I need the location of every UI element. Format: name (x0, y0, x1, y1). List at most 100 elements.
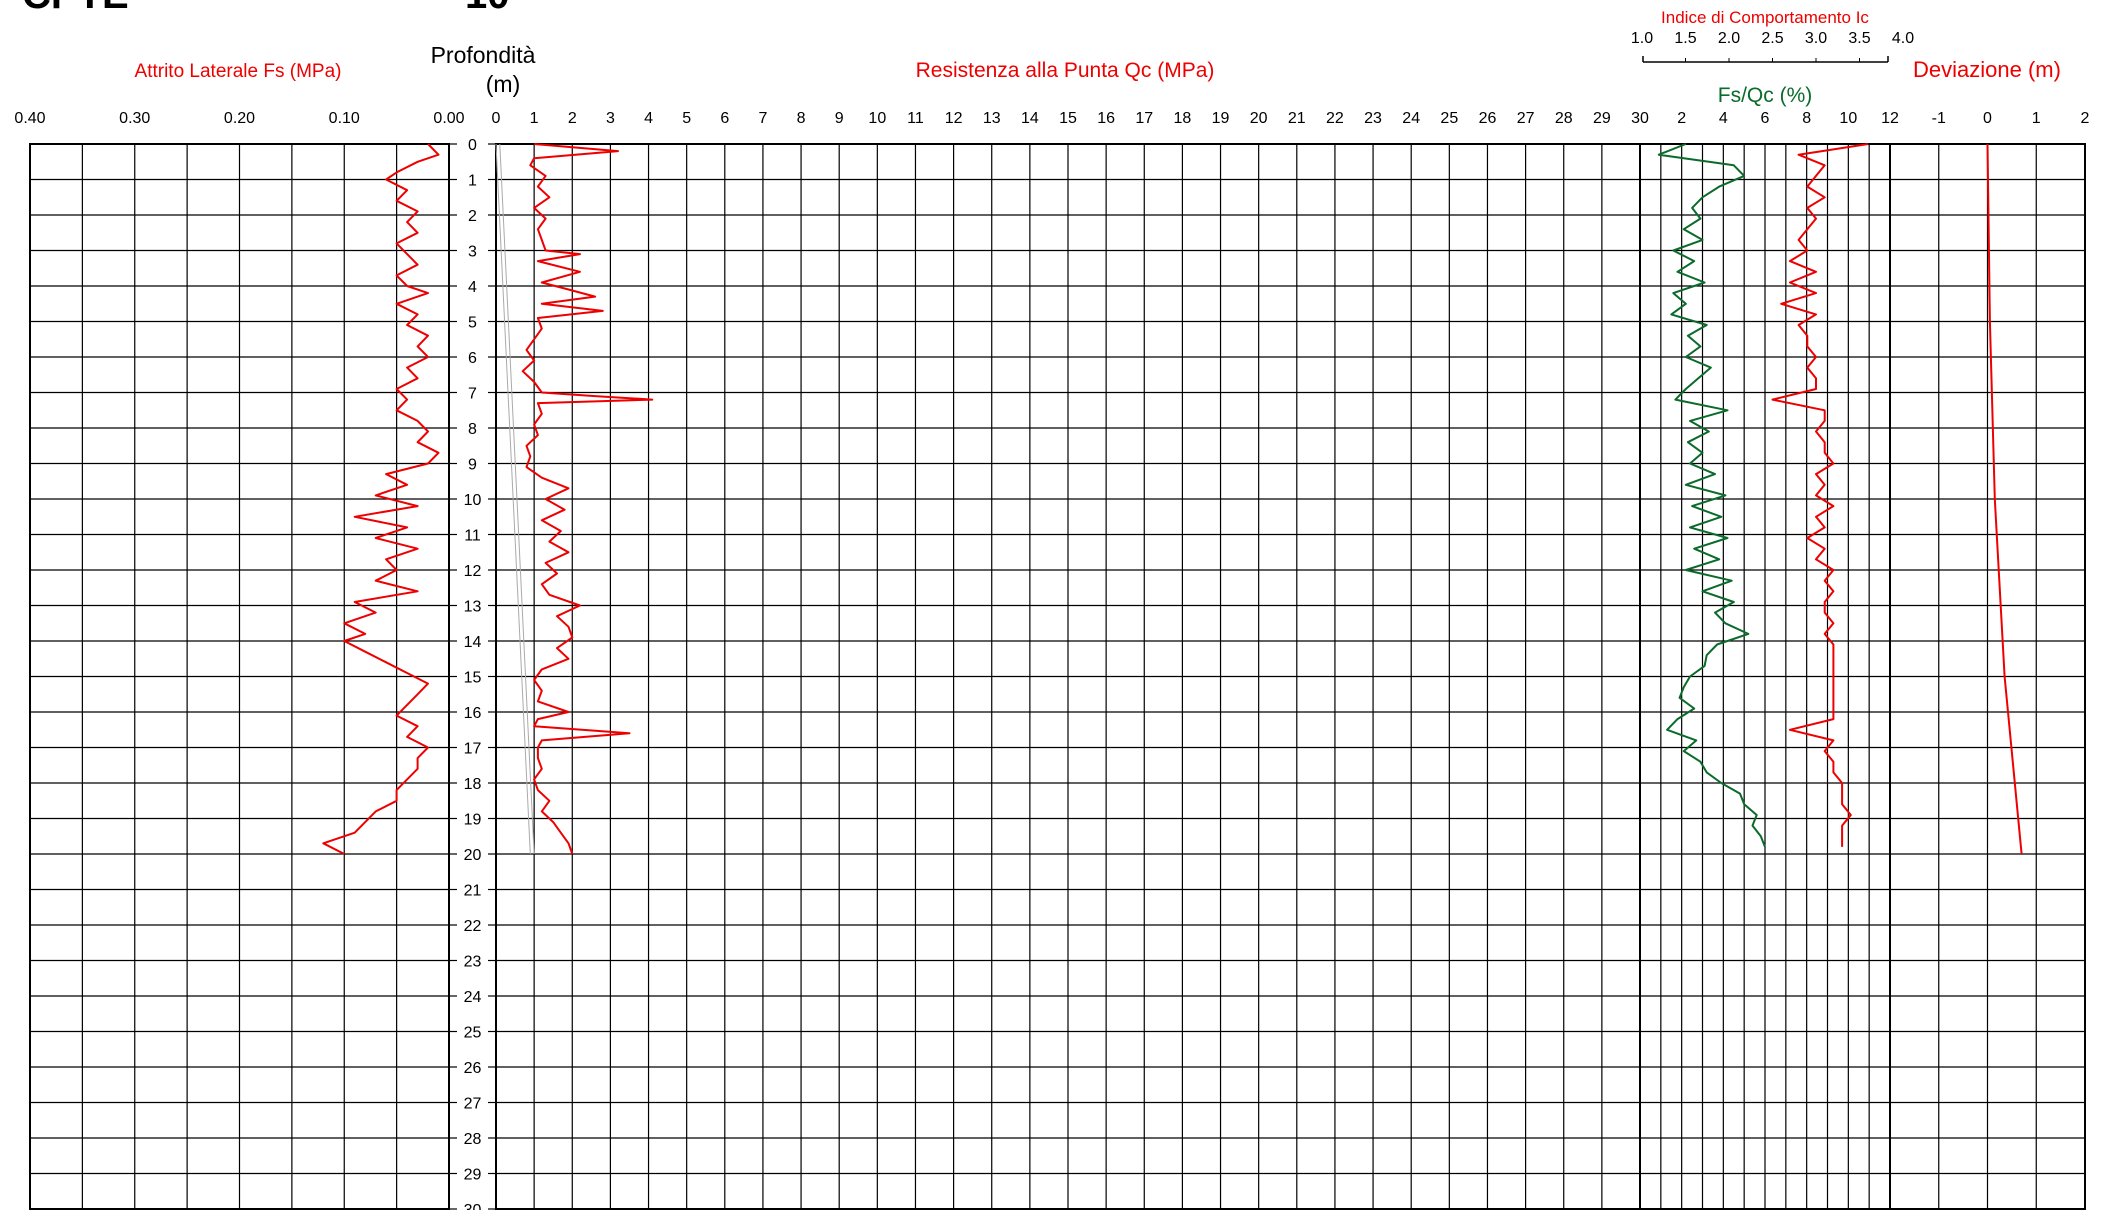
depth-tick-label: 18 (464, 776, 482, 793)
depth-tick-label: 12 (464, 563, 482, 580)
grid (29, 56, 2086, 1210)
depth-unit: (m) (486, 71, 520, 97)
depth-tick-label: 24 (464, 989, 482, 1006)
depth-tick-label: 2 (468, 208, 477, 225)
depth-tick-label: 8 (468, 421, 477, 438)
depth-tick-label: 14 (464, 634, 482, 651)
depth-tick-label: 6 (468, 350, 477, 367)
ic-tick-label: 4.0 (1892, 30, 1914, 47)
plot-lines (322, 143, 2023, 855)
ic-tick-label: 1.0 (1631, 30, 1653, 47)
ic-tick-label: 3.5 (1848, 30, 1870, 47)
depth-tick-label: 10 (464, 492, 482, 509)
depth-tick-label: 3 (468, 244, 477, 261)
ic-tick-label: 2.0 (1718, 30, 1740, 47)
fsqc-tick-label: 6 (1761, 110, 1770, 127)
qc-tick-label: 27 (1517, 110, 1535, 127)
qc-tick-label: 3 (606, 110, 615, 127)
fs-title: Attrito Laterale Fs (MPa) (135, 61, 342, 82)
qc-tick-label: 26 (1479, 110, 1497, 127)
ic-series-line (1771, 143, 1869, 847)
fs-series-line (322, 143, 440, 855)
header-left-fragment: CPTE (22, 0, 129, 17)
fs-tick-label: 0.20 (224, 110, 255, 127)
depth-tick-label: 5 (468, 315, 477, 332)
deviation-tick-label: 2 (2081, 110, 2090, 127)
fsqc-tick-label: 12 (1881, 110, 1899, 127)
qc-tick-label: 5 (682, 110, 691, 127)
qc-tick-label: 18 (1174, 110, 1192, 127)
depth-tick-label: 19 (464, 812, 482, 829)
qc-tick-label: 11 (907, 110, 924, 127)
qc-tick-label: 22 (1326, 110, 1344, 127)
qc-tick-label: 9 (835, 110, 844, 127)
qc-tick-label: 0 (492, 110, 501, 127)
qc-tick-label: 17 (1135, 110, 1153, 127)
qc-tick-label: 13 (983, 110, 1001, 127)
qc-tick-label: 2 (568, 110, 577, 127)
depth-tick-label: 11 (464, 528, 481, 545)
depth-tick-label: 30 (464, 1202, 482, 1210)
qc-series-line (521, 143, 654, 855)
qc-tick-label: 1 (530, 110, 539, 127)
qc-tick-label: 6 (720, 110, 729, 127)
qc-tick-label: 16 (1097, 110, 1115, 127)
depth-tick-label: 28 (464, 1131, 482, 1148)
fs-tick-label: 0.30 (119, 110, 150, 127)
qc-tick-label: 19 (1212, 110, 1230, 127)
ic-title: Indice di Comportamento Ic (1661, 8, 1869, 27)
depth-tick-label: 17 (464, 741, 482, 758)
qc-tick-label: 21 (1288, 110, 1306, 127)
qc-tick-label: 10 (868, 110, 886, 127)
ic-tick-label: 1.5 (1674, 30, 1696, 47)
qc-tick-label: 7 (758, 110, 767, 127)
ic-tick-label: 2.5 (1761, 30, 1783, 47)
depth-tick-label: 13 (464, 599, 482, 616)
qc-tick-label: 30 (1631, 110, 1649, 127)
fsqc-tick-label: 4 (1719, 110, 1728, 127)
fsqc-series-line (1657, 143, 1766, 848)
depth-tick-label: 7 (468, 386, 477, 403)
tick-labels: 0123456789101112131415161718192021222324… (14, 30, 2089, 1210)
qc-title: Resistenza alla Punta Qc (MPa) (916, 59, 1215, 82)
fs-tick-label: 0.00 (433, 110, 464, 127)
deviation-tick-label: 1 (2032, 110, 2041, 127)
ic-tick-label: 3.0 (1805, 30, 1827, 47)
fs-tick-label: 0.40 (14, 110, 45, 127)
depth-tick-label: 29 (464, 1167, 482, 1184)
qc-tick-label: 29 (1593, 110, 1611, 127)
qc-tick-label: 25 (1440, 110, 1458, 127)
deviation-title: Deviazione (m) (1913, 57, 2061, 82)
depth-tick-label: 15 (464, 670, 482, 687)
depth-tick-label: 27 (464, 1096, 482, 1113)
depth-tick-label: 9 (468, 457, 477, 474)
depth-tick-label: 4 (468, 279, 477, 296)
qc-tick-label: 24 (1402, 110, 1420, 127)
depth-tick-label: 16 (464, 705, 482, 722)
depth-title: Profondità (431, 42, 536, 68)
depth-tick-label: 26 (464, 1060, 482, 1077)
qc-tick-label: 12 (945, 110, 963, 127)
fs-tick-label: 0.10 (329, 110, 360, 127)
deviation-tick-label: -1 (1932, 110, 1946, 127)
qc-tick-label: 28 (1555, 110, 1573, 127)
depth-tick-label: 20 (464, 847, 482, 864)
depth-tick-label: 23 (464, 954, 482, 971)
panel-border (29, 143, 450, 1210)
qc-reference-line (499, 143, 535, 855)
depth-tick-label: 1 (468, 173, 477, 190)
depth-tick-label: 22 (464, 918, 482, 935)
depth-tick-label: 0 (468, 137, 477, 154)
deviation-series-line (1986, 143, 2023, 855)
qc-tick-label: 4 (644, 110, 653, 127)
header-number-fragment: 10 (465, 0, 510, 17)
qc-tick-label: 20 (1250, 110, 1268, 127)
qc-tick-label: 8 (797, 110, 806, 127)
depth-tick-label: 25 (464, 1025, 482, 1042)
fsqc-tick-label: 2 (1677, 110, 1686, 127)
qc-tick-label: 14 (1021, 110, 1039, 127)
qc-tick-label: 15 (1059, 110, 1077, 127)
fsqc-tick-label: 8 (1802, 110, 1811, 127)
qc-reference-line (495, 143, 531, 855)
